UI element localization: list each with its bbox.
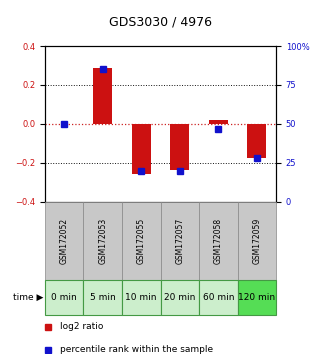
- Bar: [160, 202, 199, 280]
- Bar: [209, 120, 228, 124]
- Text: time ▶: time ▶: [13, 293, 44, 302]
- Text: 10 min: 10 min: [126, 293, 157, 302]
- Text: 0 min: 0 min: [51, 293, 77, 302]
- Text: 60 min: 60 min: [203, 293, 234, 302]
- Bar: [199, 280, 238, 315]
- Text: 5 min: 5 min: [90, 293, 116, 302]
- Text: percentile rank within the sample: percentile rank within the sample: [60, 345, 213, 354]
- Bar: [199, 202, 238, 280]
- Bar: [122, 202, 160, 280]
- Text: GSM172059: GSM172059: [252, 218, 261, 264]
- Bar: [93, 68, 112, 124]
- Bar: [238, 280, 276, 315]
- Bar: [83, 202, 122, 280]
- Bar: [160, 280, 199, 315]
- Bar: [45, 202, 83, 280]
- Text: 20 min: 20 min: [164, 293, 195, 302]
- Bar: [45, 280, 83, 315]
- Text: log2 ratio: log2 ratio: [60, 322, 103, 331]
- Bar: [247, 124, 266, 158]
- Bar: [132, 124, 151, 173]
- Text: GSM172053: GSM172053: [98, 218, 107, 264]
- Text: GDS3030 / 4976: GDS3030 / 4976: [109, 16, 212, 29]
- Bar: [170, 124, 189, 170]
- Text: GSM172058: GSM172058: [214, 218, 223, 264]
- Text: GSM172052: GSM172052: [60, 218, 69, 264]
- Bar: [238, 202, 276, 280]
- Bar: [122, 280, 160, 315]
- Text: GSM172055: GSM172055: [137, 218, 146, 264]
- Text: 120 min: 120 min: [238, 293, 275, 302]
- Text: GSM172057: GSM172057: [175, 218, 184, 264]
- Bar: [83, 280, 122, 315]
